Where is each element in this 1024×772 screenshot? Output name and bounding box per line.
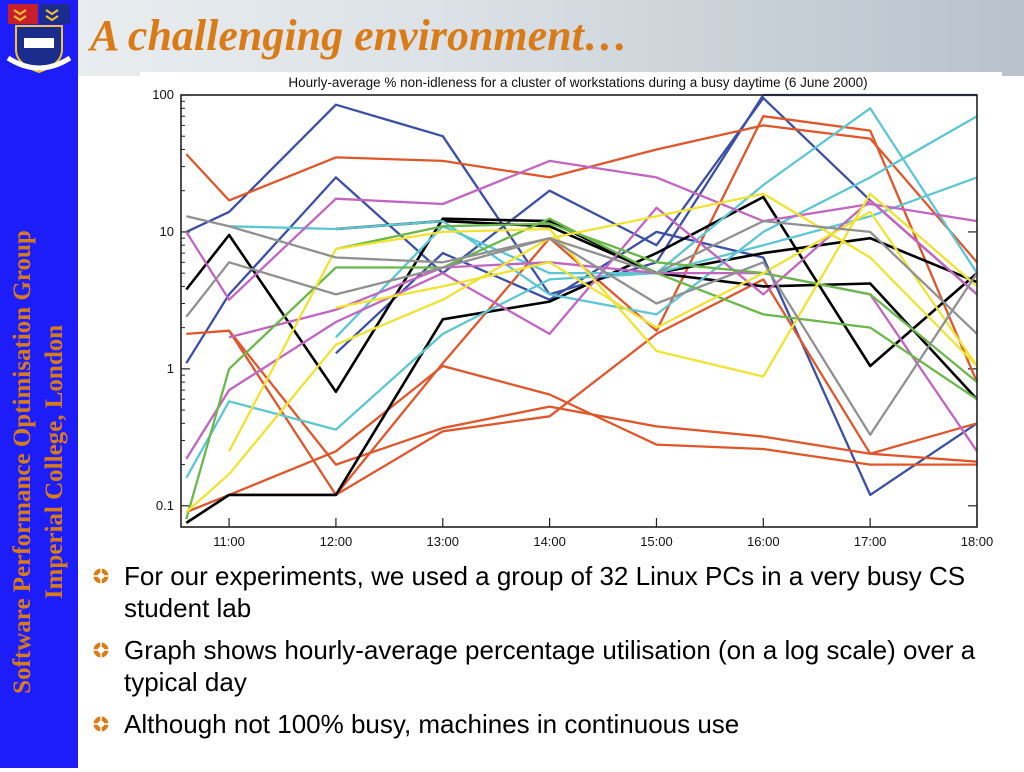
x-axis-ticks: 11:00 12:00 13:00 14:00 15:00 16:00 17:00 18:00 bbox=[213, 518, 993, 549]
utilisation-chart: Hourly-average % non-idleness for a clus… bbox=[152, 75, 993, 549]
sidebar-line-college: Imperial College, London bbox=[41, 324, 68, 600]
bullet-item: For our experiments, we used a group of … bbox=[88, 560, 1018, 624]
y-tick-label: 10 bbox=[160, 224, 174, 239]
plot-frame bbox=[180, 94, 978, 528]
bullet-text: Graph shows hourly-average percentage ut… bbox=[124, 635, 976, 697]
series-line bbox=[185, 124, 978, 264]
series-line bbox=[229, 115, 978, 316]
chart-title: Hourly-average % non-idleness for a clus… bbox=[288, 75, 867, 90]
series-lines bbox=[185, 93, 979, 524]
x-tick-label: 17:00 bbox=[854, 534, 887, 549]
x-tick-label: 13:00 bbox=[426, 534, 459, 549]
gear-bullet-icon bbox=[93, 642, 109, 658]
series-line bbox=[185, 217, 978, 520]
x-tick-label: 16:00 bbox=[747, 534, 780, 549]
series-line bbox=[185, 195, 978, 524]
bullet-text: For our experiments, we used a group of … bbox=[124, 561, 966, 623]
title-bar bbox=[78, 0, 1024, 76]
bullet-item: Graph shows hourly-average percentage ut… bbox=[88, 634, 1018, 698]
series-line bbox=[185, 96, 978, 364]
x-tick-label: 18:00 bbox=[961, 534, 994, 549]
series-line bbox=[229, 115, 979, 497]
bullet-item: Although not 100% busy, machines in cont… bbox=[88, 708, 1018, 740]
x-tick-label: 14:00 bbox=[533, 534, 566, 549]
x-tick-label: 15:00 bbox=[640, 534, 673, 549]
page-title: A challenging environment… bbox=[90, 11, 628, 60]
series-line bbox=[186, 329, 978, 466]
sidebar: Software Performance Optimisation Group … bbox=[0, 0, 78, 768]
sidebar-vertical-text: Software Performance Optimisation Group … bbox=[0, 152, 78, 772]
x-tick-label: 12:00 bbox=[320, 534, 353, 549]
series-line bbox=[335, 222, 978, 383]
series-line bbox=[185, 107, 978, 479]
series-line bbox=[335, 210, 978, 367]
y-axis-ticks: 0.1 1 10 100 bbox=[152, 87, 977, 513]
gear-bullet-icon bbox=[93, 716, 109, 732]
y-tick-label: 0.1 bbox=[156, 498, 174, 513]
x-tick-label: 11:00 bbox=[213, 534, 245, 549]
series-line bbox=[185, 364, 977, 514]
bullet-list: For our experiments, we used a group of … bbox=[88, 560, 1018, 750]
series-line bbox=[228, 192, 978, 452]
series-line bbox=[228, 278, 978, 497]
gear-bullet-icon bbox=[93, 568, 109, 584]
y-tick-label: 100 bbox=[152, 87, 174, 102]
y-tick-label: 1 bbox=[167, 361, 174, 376]
chart-area: Hourly-average % non-idleness for a clus… bbox=[140, 72, 1002, 562]
bullet-text: Although not 100% busy, machines in cont… bbox=[124, 709, 740, 739]
series-line bbox=[185, 219, 978, 335]
series-line bbox=[185, 159, 978, 301]
sidebar-line-group: Software Performance Optimisation Group bbox=[9, 230, 36, 694]
series-line bbox=[185, 217, 978, 394]
series-line bbox=[335, 230, 978, 497]
college-crest-icon bbox=[6, 4, 72, 74]
